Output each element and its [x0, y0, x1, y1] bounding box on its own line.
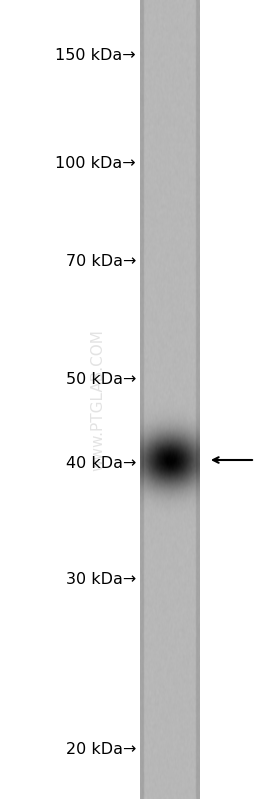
Text: www.PTGLAB.COM: www.PTGLAB.COM: [90, 329, 106, 471]
Text: 50 kDa→: 50 kDa→: [66, 372, 136, 388]
Text: 100 kDa→: 100 kDa→: [55, 156, 136, 170]
Text: 40 kDa→: 40 kDa→: [66, 455, 136, 471]
Text: 20 kDa→: 20 kDa→: [66, 742, 136, 757]
Text: 70 kDa→: 70 kDa→: [66, 253, 136, 268]
Text: 150 kDa→: 150 kDa→: [55, 47, 136, 62]
Text: 30 kDa→: 30 kDa→: [66, 573, 136, 587]
